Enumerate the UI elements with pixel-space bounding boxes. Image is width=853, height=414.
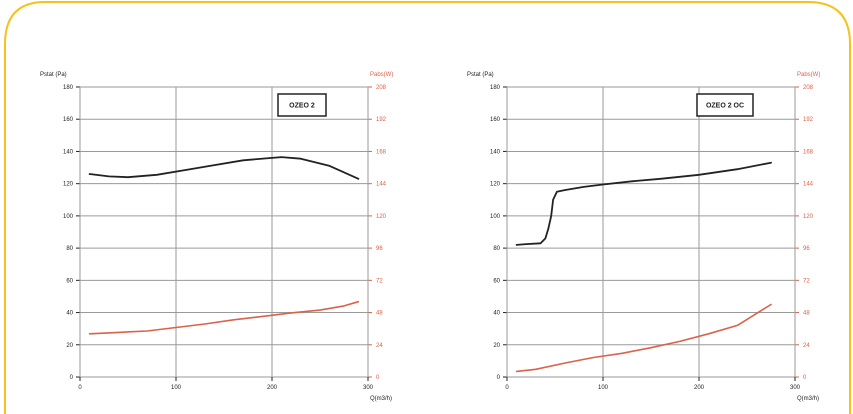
y-tick-label-left: 0 [497,375,501,381]
y-tick-label-left: 160 [490,117,501,123]
y-tick-label-right: 144 [376,182,387,188]
x-tick-label: 200 [267,385,278,391]
y-tick-label-right: 48 [803,311,810,317]
x-axis-title: Q(m3/h) [370,396,392,402]
y-tick-label-right: 96 [803,246,810,252]
y-tick-label-right: 208 [803,85,814,91]
x-tick-label: 300 [363,385,374,391]
y-tick-label-right: 24 [803,343,810,349]
y-tick-label-right: 144 [803,182,814,188]
y-tick-label-left: 120 [490,182,501,188]
x-tick-label: 100 [598,385,609,391]
y-tick-label-left: 120 [63,182,74,188]
y-tick-label-left: 20 [493,343,500,349]
y-tick-label-left: 160 [63,117,74,123]
x-tick-label: 0 [505,385,509,391]
frame-border [4,1,851,414]
y-tick-label-left: 80 [66,246,73,252]
model-label-box [277,93,327,117]
y-tick-label-right: 0 [803,375,807,381]
model-label: OZEO 2 [289,103,315,110]
model-label: OZEO 2 OC [706,103,744,110]
y-tick-label-left: 60 [66,278,73,284]
y-tick-label-right: 24 [376,343,383,349]
y-tick-label-right: 168 [376,149,387,155]
y-tick-label-right: 120 [803,214,814,220]
y-tick-label-right: 96 [376,246,383,252]
pressure-curve [88,156,360,180]
x-tick-label: 100 [171,385,182,391]
y-tick-label-left: 180 [490,85,501,91]
y-tick-label-right: 0 [376,375,380,381]
y-axis-title-left: Pstat (Pa) [467,72,494,78]
y-tick-label-right: 72 [803,278,810,284]
y-tick-label-right: 192 [376,117,387,123]
x-tick-label: 200 [694,385,705,391]
y-tick-label-left: 80 [493,246,500,252]
y-tick-label-right: 120 [376,214,387,220]
pressure-curve [515,161,772,246]
y-tick-label-right: 72 [376,278,383,284]
y-tick-label-left: 140 [490,149,501,155]
y-tick-label-left: 40 [493,311,500,317]
y-axis-title-left: Pstat (Pa) [40,72,67,78]
y-tick-label-left: 100 [490,214,501,220]
y-tick-label-left: 140 [63,149,74,155]
y-tick-label-left: 0 [70,375,74,381]
chart-ozeo-2: 0 20 40 60 80 100 120 140 160 180 0 24 48 72 96 120 144 1… [40,72,393,402]
y-axis-title-right: Pabs(W) [370,72,393,78]
x-tick-label: 300 [790,385,801,391]
y-tick-label-left: 20 [66,343,73,349]
power-curve [515,303,772,373]
y-tick-label-right: 192 [803,117,814,123]
y-tick-label-right: 208 [376,85,387,91]
y-tick-label-left: 180 [63,85,74,91]
y-tick-label-left: 60 [493,278,500,284]
model-label-box [696,93,754,117]
y-tick-label-right: 168 [803,149,814,155]
y-tick-label-left: 40 [66,311,73,317]
power-curve [88,300,360,335]
y-tick-label-left: 100 [63,214,74,220]
x-tick-label: 0 [78,385,82,391]
x-axis-title: Q(m3/h) [797,396,819,402]
y-tick-label-right: 48 [376,311,383,317]
chart-ozeo-2-oc: 0 20 40 60 80 100 120 140 160 180 0 24 48 72 96 120 144 1… [467,72,820,402]
y-axis-title-right: Pabs(W) [797,72,820,78]
